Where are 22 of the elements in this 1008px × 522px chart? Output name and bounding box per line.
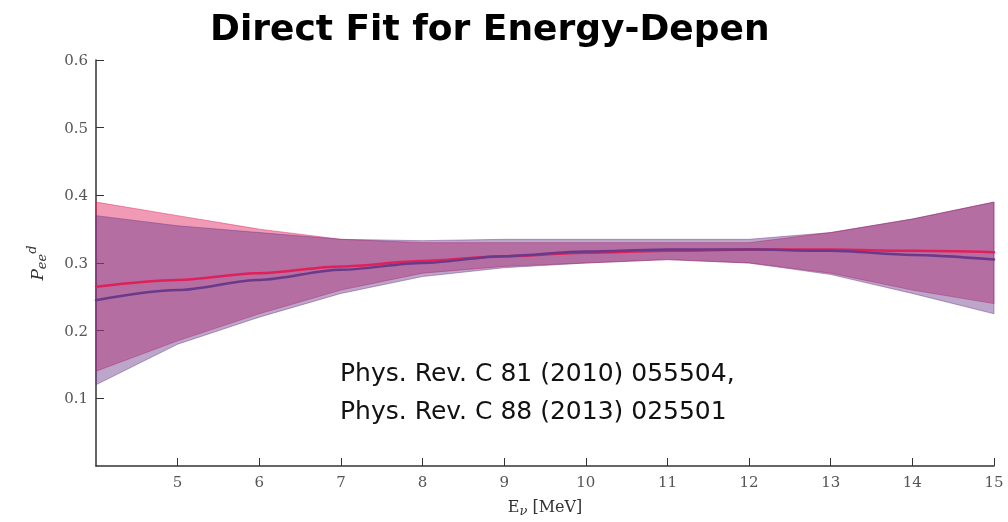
x-tick-label: 13 [821, 472, 841, 491]
x-tick-label: 6 [254, 472, 265, 491]
x-tick-label: 10 [576, 472, 596, 491]
chart-title: Direct Fit for Energy-Depen [210, 6, 770, 48]
x-tick-label: 12 [739, 472, 759, 491]
y-axis-title: Peed [24, 245, 49, 282]
x-tick-label: 8 [417, 472, 428, 491]
y-tick-label: 0.3 [64, 254, 88, 272]
line-series [94, 248, 996, 302]
x-tick-label: 14 [902, 472, 922, 491]
x-tick-label: 11 [657, 472, 677, 491]
x-tick-label: 7 [336, 472, 346, 491]
y-tick-label: 0.2 [64, 321, 88, 340]
x-tick-label: 9 [499, 472, 509, 491]
annotation: Phys. Rev. C 81 (2010) 055504, [340, 358, 735, 387]
y-tick-label: 0.6 [64, 51, 88, 69]
y-tick-label: 0.1 [64, 389, 88, 408]
annotation: Phys. Rev. C 88 (2013) 025501 [340, 396, 727, 425]
x-tick-label: 15 [984, 472, 1004, 491]
x-tick-label: 5 [172, 472, 183, 491]
y-tick-label: 0.4 [64, 186, 88, 205]
y-tick-label: 0.5 [64, 118, 88, 137]
